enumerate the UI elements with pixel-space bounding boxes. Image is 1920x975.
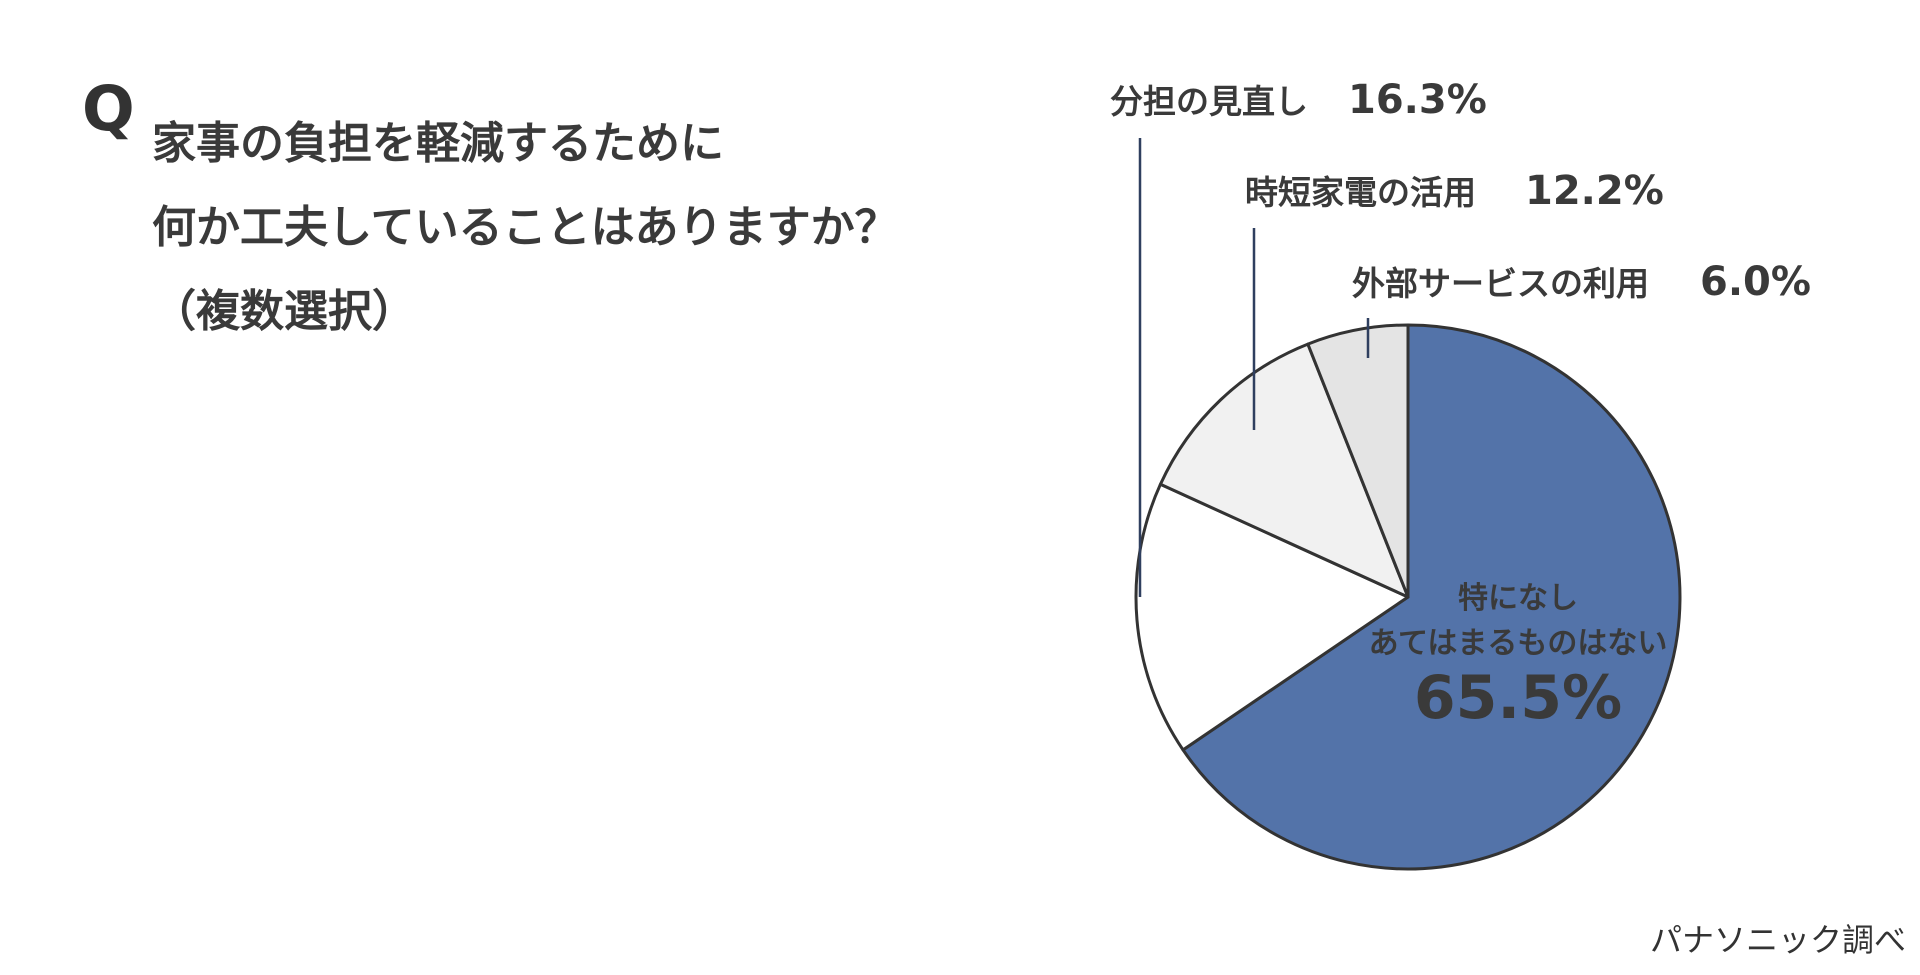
slice-label-none-line-2: あてはまるものはない [1369,626,1668,661]
slice-value-none: 65.5% [1414,663,1622,733]
slice-value-share-review: 16.3% [1348,77,1487,123]
slice-none [1181,323,1682,871]
slice-outside-services [1306,323,1410,599]
question-text: 家事の負担を軽減するために 何か工夫していることはありますか？ （複数選択） [152,102,899,354]
slice-value-time-saving-appliances: 12.2% [1525,168,1664,214]
question-mark: Q [82,72,135,145]
slice-time-saving-appliances [1158,342,1410,599]
slice-label-outside-services: 外部サービスの利用 [1352,264,1649,303]
slice-label-time-saving-appliances: 時短家電の活用 [1245,173,1476,212]
slice-label-none-line-1: 特になし [1458,581,1578,616]
question-line-1: 家事の負担を軽減するために [152,118,724,169]
slice-value-outside-services: 6.0% [1700,259,1811,305]
slice-label-share-review: 分担の見直し [1110,82,1308,121]
slice-share-review [1134,482,1410,752]
question-line-2: 何か工夫していることはありますか？ [152,202,899,253]
source-note: パナソニック調べ [1649,921,1906,959]
question-line-3: （複数選択） [152,286,416,337]
